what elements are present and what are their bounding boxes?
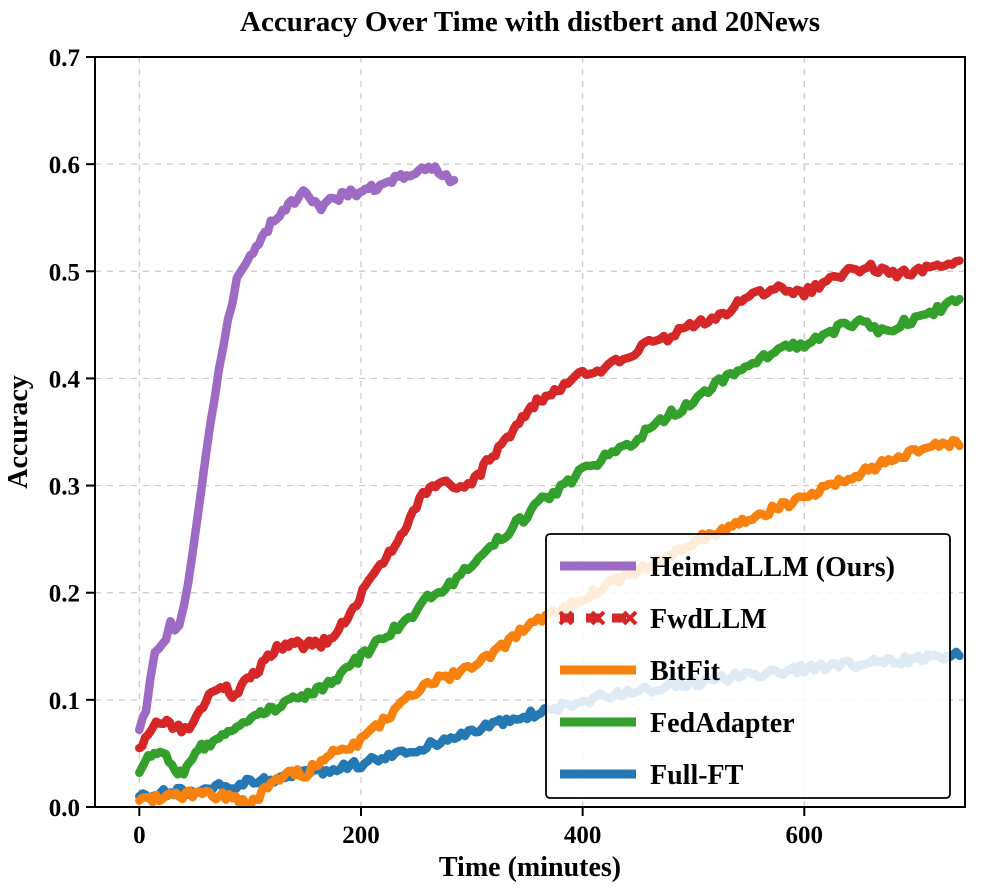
axis-ticks: 0 200 400 600 0.0 0.1 0.2 0.3 0.4 0.5 0.6 0.7 [49,45,823,849]
x-tick-label: 600 [786,822,824,849]
series-line-heimdallm-ours [135,162,459,735]
legend-label: FwdLLM [650,604,767,635]
x-axis-label: Time (minutes) [439,852,621,883]
y-tick-label: 0.2 [49,581,80,608]
legend-marker-x [590,610,606,626]
legend: HeimdaLLM (Ours) FwdLLM BitFit FedAdapter Fu… [545,533,951,799]
legend-label: Full-FT [650,760,744,791]
x-tick-label: 400 [564,822,602,849]
legend-box [545,533,951,799]
y-tick-label: 0.3 [49,474,80,501]
y-tick-label: 0.1 [49,688,80,715]
x-tick-label: 200 [342,822,380,849]
series-line-fwdllm [135,256,964,753]
legend-marker-x [622,610,638,626]
legend-label: HeimdaLLM (Ours) [650,552,895,583]
y-tick-label: 0.4 [49,366,81,393]
y-tick-label: 0.7 [49,45,80,72]
legend-marker-x [558,610,574,626]
legend-label: FedAdapter [650,708,795,739]
y-tick-label: 0.0 [49,795,80,822]
chart-title: Accuracy Over Time with distbert and 20N… [240,6,820,38]
plot-border [94,56,966,808]
x-tick-label: 0 [133,822,146,849]
series-line-fedadapter [135,294,964,779]
y-tick-label: 0.5 [49,259,80,286]
y-axis-label: Accuracy [3,375,34,489]
legend-label: BitFit [650,656,721,687]
y-tick-label: 0.6 [49,152,80,179]
